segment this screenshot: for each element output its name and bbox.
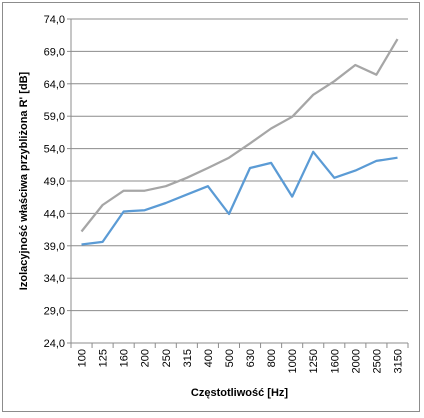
series-line-1 <box>80 38 399 233</box>
axes <box>67 18 409 348</box>
x-axis-title: Częstotliwość [Hz] <box>191 387 289 399</box>
x-tick-label: 2000 <box>350 349 362 373</box>
y-tick-label: 59,0 <box>44 111 65 123</box>
line-chart: 24,0 29,0 34,0 39,0 44,0 49,0 54,0 59,0 64,0 69,0… <box>18 14 409 399</box>
x-tick-label: 100 <box>77 349 89 367</box>
x-tick-label: 315 <box>182 349 194 367</box>
y-tick-label: 24,0 <box>44 338 65 350</box>
y-tick-label: 44,0 <box>44 208 65 220</box>
x-tick-label: 500 <box>224 349 236 367</box>
y-tick-label: 74,0 <box>44 14 65 26</box>
y-tick-label: 39,0 <box>44 241 65 253</box>
y-tick-labels: 24,0 29,0 34,0 39,0 44,0 49,0 54,0 59,0 64,0 69,0… <box>44 14 65 350</box>
x-tick-label: 1000 <box>287 349 299 373</box>
series-line-2 <box>81 150 398 246</box>
chart-frame: 24,0 29,0 34,0 39,0 44,0 49,0 54,0 59,0 64,0 69,0… <box>2 2 420 412</box>
x-tick-label: 200 <box>140 349 152 367</box>
x-tick-labels: 100 125 160 200 250 315 400 500 630 800 1000 1250 16… <box>77 349 405 373</box>
x-tick-label: 630 <box>245 349 257 367</box>
x-tick-label: 125 <box>98 349 110 367</box>
x-tick-label: 3150 <box>392 349 404 373</box>
x-tick-label: 1600 <box>329 349 341 373</box>
x-tick-label: 800 <box>266 349 278 367</box>
x-tick-label: 160 <box>119 349 131 367</box>
y-tick-label: 49,0 <box>44 176 65 188</box>
x-tick-label: 2500 <box>371 349 383 373</box>
y-axis-title: Izolacyjność właściwa przybliżona R' [dB… <box>18 71 30 290</box>
x-tick-label: 400 <box>203 349 215 367</box>
y-tick-label: 54,0 <box>44 144 65 156</box>
x-tick-label: 1250 <box>308 349 320 373</box>
y-tick-label: 34,0 <box>44 273 65 285</box>
gridlines <box>71 18 408 312</box>
y-tick-label: 29,0 <box>44 306 65 318</box>
series-lines <box>80 38 399 246</box>
x-tick-label: 250 <box>161 349 173 367</box>
y-tick-label: 69,0 <box>44 46 65 58</box>
y-tick-label: 64,0 <box>44 79 65 91</box>
